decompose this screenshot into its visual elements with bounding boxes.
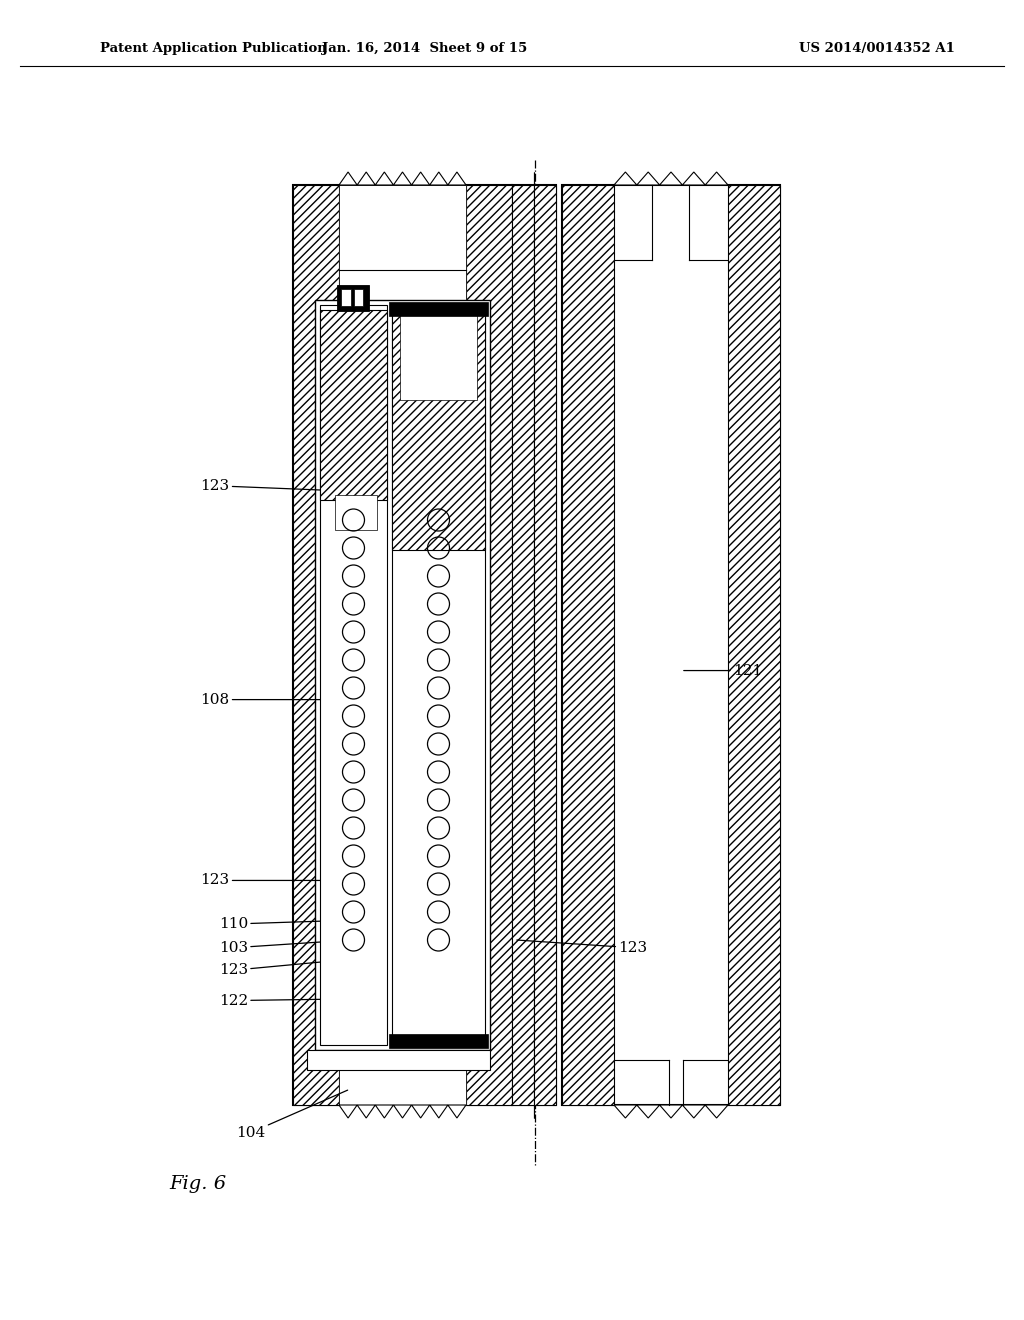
Bar (354, 289, 362, 306)
Polygon shape (375, 172, 393, 185)
Bar (293, 185, 339, 1105)
Polygon shape (357, 1105, 375, 1118)
Bar (389, 302, 488, 315)
Bar (728, 185, 780, 1105)
Polygon shape (637, 172, 659, 185)
Bar (562, 185, 780, 1105)
Polygon shape (375, 1105, 393, 1118)
Polygon shape (682, 172, 706, 185)
Bar (339, 185, 466, 1105)
Text: US 2014/0014352 A1: US 2014/0014352 A1 (799, 42, 954, 55)
Bar (293, 185, 512, 1105)
Polygon shape (430, 172, 447, 185)
Polygon shape (339, 172, 357, 185)
Polygon shape (706, 1105, 728, 1118)
Text: Patent Application Publication: Patent Application Publication (100, 42, 327, 55)
Bar (512, 185, 556, 1105)
Bar (341, 289, 351, 306)
Text: 123: 123 (219, 960, 343, 977)
Polygon shape (412, 172, 430, 185)
Polygon shape (659, 172, 682, 185)
Bar (315, 300, 490, 1049)
Bar (319, 305, 387, 1045)
Polygon shape (706, 172, 728, 185)
Text: 104: 104 (237, 1090, 348, 1139)
Bar (337, 285, 369, 312)
Text: Fig. 6: Fig. 6 (169, 1175, 226, 1193)
Polygon shape (393, 1105, 412, 1118)
Bar (512, 185, 534, 1105)
Bar (307, 1049, 490, 1071)
Bar (392, 305, 485, 1045)
Text: 108: 108 (201, 693, 333, 706)
Text: 123: 123 (201, 479, 343, 492)
Text: 122: 122 (219, 994, 325, 1007)
Polygon shape (339, 1105, 357, 1118)
Polygon shape (637, 1105, 659, 1118)
Bar (392, 305, 485, 550)
Polygon shape (614, 1105, 637, 1118)
Text: 123: 123 (517, 940, 647, 954)
Polygon shape (614, 172, 637, 185)
Bar (389, 1034, 488, 1048)
Bar (400, 310, 477, 400)
Polygon shape (447, 1105, 466, 1118)
Bar (534, 185, 556, 1105)
Polygon shape (430, 1105, 447, 1118)
Polygon shape (447, 172, 466, 185)
Polygon shape (357, 172, 375, 185)
Bar (335, 495, 377, 531)
Text: 110: 110 (219, 917, 352, 931)
Bar (319, 310, 387, 500)
Text: Jan. 16, 2014  Sheet 9 of 15: Jan. 16, 2014 Sheet 9 of 15 (323, 42, 527, 55)
Polygon shape (393, 172, 412, 185)
Polygon shape (682, 1105, 706, 1118)
Text: 103: 103 (219, 940, 350, 954)
Polygon shape (412, 1105, 430, 1118)
Bar (562, 185, 614, 1105)
Polygon shape (659, 1105, 682, 1118)
Bar (466, 185, 512, 1105)
Text: 123: 123 (201, 874, 345, 887)
Text: 121: 121 (684, 664, 762, 677)
